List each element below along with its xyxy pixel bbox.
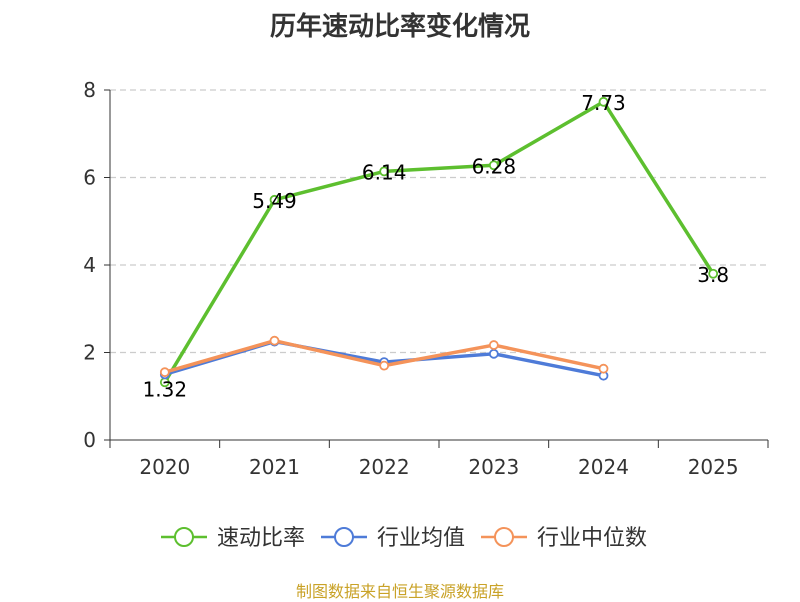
legend-marker: [174, 527, 194, 547]
x-tick-label: 2022: [359, 455, 410, 479]
data-label: 1.32: [143, 377, 188, 401]
y-tick-label: 8: [83, 78, 96, 102]
data-point: [379, 166, 390, 177]
data-point: [708, 268, 719, 279]
data-point: [488, 340, 499, 350]
legend-label: 行业均值: [377, 526, 465, 551]
x-tick-label: 2024: [578, 455, 629, 479]
legend-label: 速动比率: [217, 526, 305, 551]
y-tick-label: 4: [83, 253, 96, 277]
legend-label: 行业中位数: [537, 526, 647, 551]
legend: 速动比率 行业均值 行业中位数: [161, 526, 647, 551]
x-tick-label: 2021: [249, 455, 300, 479]
chart-title: 历年速动比率变化情况: [269, 12, 530, 42]
series-group: [159, 96, 719, 388]
series-line: [163, 100, 715, 384]
data-label: 3.8: [697, 263, 729, 287]
data-label: 6.28: [472, 154, 517, 178]
data-point: [598, 96, 609, 107]
y-tick-label: 2: [83, 341, 96, 365]
data-point: [488, 160, 499, 171]
grid-lines: [110, 89, 768, 354]
x-tick-label: 2020: [139, 455, 190, 479]
data-labels: 1.32 5.49 6.14 6.28 7.73 3.8: [143, 91, 730, 401]
data-point: [598, 363, 609, 374]
legend-marker: [494, 527, 514, 547]
y-tick-label: 0: [83, 428, 96, 452]
data-label: 7.73: [581, 91, 626, 115]
axes: 0 2 4 6 8 2020 2021 2022 2023 2024 2025: [83, 78, 769, 479]
legend-marker: [334, 527, 354, 547]
data-point: [159, 367, 170, 378]
data-label: 5.49: [252, 189, 297, 213]
x-tick-label: 2025: [688, 455, 739, 479]
y-tick-label: 6: [83, 166, 96, 190]
data-point: [269, 194, 280, 205]
data-point: [379, 360, 390, 371]
data-point: [488, 348, 499, 359]
source-footer: 制图数据来自恒生聚源数据库: [295, 582, 504, 601]
x-tick-label: 2023: [468, 455, 519, 479]
data-point: [269, 335, 280, 346]
data-label: 6.14: [362, 160, 407, 184]
